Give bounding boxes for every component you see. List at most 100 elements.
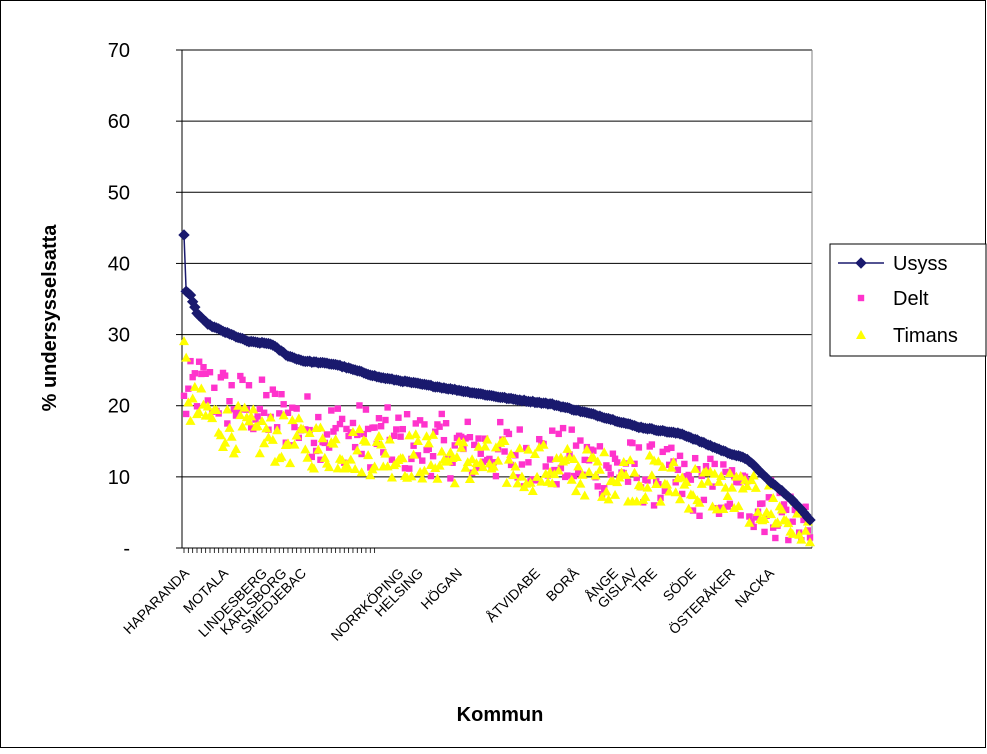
timans-point (720, 482, 731, 492)
delt-point (752, 514, 760, 521)
delt-point (256, 405, 264, 413)
delt-point (393, 426, 400, 433)
timans-point (677, 472, 688, 482)
delt-point (315, 413, 322, 421)
timans-point (787, 528, 798, 538)
delt-point (629, 439, 636, 447)
delt-point (410, 442, 417, 449)
timans-point (614, 472, 625, 482)
delt-point (663, 445, 671, 453)
delt-point (237, 372, 244, 380)
timans-point (594, 464, 605, 474)
delt-point (572, 442, 580, 449)
delt-point (549, 427, 556, 434)
delt-point (432, 428, 439, 435)
timans-point (207, 413, 218, 423)
delt-point (512, 452, 519, 459)
delt-point (464, 418, 471, 426)
timans-point (653, 456, 664, 466)
timans-point (727, 482, 738, 492)
delt-point (321, 439, 328, 447)
delt-point (384, 404, 391, 411)
delt-point (590, 447, 597, 454)
timans-point (356, 467, 367, 477)
legend-item-timans: Timans (856, 325, 958, 347)
delt-point (605, 464, 612, 472)
timans-point (360, 436, 371, 446)
timans-point (248, 404, 259, 414)
timans-point (503, 454, 514, 464)
legend-item-delt: Delt (857, 288, 929, 310)
timans-point (740, 474, 751, 484)
delt-point (276, 410, 283, 417)
delt-point (568, 426, 575, 433)
timans-point (363, 450, 374, 460)
delt-point (559, 424, 567, 432)
delt-point (525, 459, 532, 466)
delt-point (200, 363, 207, 371)
timans-point (315, 422, 326, 432)
timans-point (267, 434, 278, 444)
timans-point (675, 494, 686, 504)
timans-point (636, 481, 647, 491)
timans-point (690, 463, 701, 473)
timans-point (562, 443, 573, 453)
delt-point (765, 494, 773, 501)
delt-point (189, 373, 196, 381)
timans-point (380, 448, 391, 458)
delt-point (232, 412, 240, 419)
timans-point (302, 452, 313, 462)
timans-point (282, 438, 293, 448)
delt-point (746, 513, 753, 520)
timans-point (644, 450, 655, 460)
timans-point (664, 486, 675, 496)
timans-point (523, 444, 534, 454)
y-tick-label: 40 (108, 253, 130, 275)
delt-point (328, 407, 335, 414)
delt-point (759, 500, 766, 507)
legend-marker-delt (857, 294, 865, 302)
timans-point (289, 439, 300, 449)
timans-point (376, 439, 387, 449)
timans-point (189, 381, 200, 391)
usyss-point (178, 229, 190, 241)
timans-point (670, 487, 681, 497)
delt-point (239, 376, 246, 384)
delt-point (676, 452, 684, 460)
delt-point (364, 425, 372, 433)
delt-point (254, 413, 261, 420)
timans-point (272, 425, 283, 435)
delt-point (501, 448, 508, 455)
timans-point (317, 433, 328, 443)
delt-point (553, 481, 560, 488)
delt-point (442, 420, 450, 427)
timans-point (776, 504, 787, 514)
timans-point (300, 444, 311, 454)
delt-point (707, 455, 714, 463)
timans-point (230, 444, 241, 454)
delt-point (728, 467, 736, 474)
timans-point (482, 434, 493, 444)
delt-point (202, 370, 209, 377)
delt-point (375, 415, 383, 422)
timans-point (291, 430, 302, 440)
delt-point (607, 471, 614, 478)
delt-point (687, 476, 695, 483)
delt-point (245, 382, 253, 389)
delt-point (737, 512, 744, 519)
timans-point (185, 415, 196, 425)
timans-point (642, 482, 653, 492)
delt-point (440, 436, 448, 444)
delt-point (206, 368, 214, 376)
timans-point (488, 461, 499, 471)
delt-point (635, 444, 643, 451)
timans-point (222, 404, 233, 414)
timans-point (683, 503, 694, 513)
delt-point (497, 418, 504, 426)
delt-point (564, 472, 571, 479)
timans-point (254, 448, 265, 458)
timans-point (538, 439, 549, 449)
delt-point (195, 358, 203, 365)
timans-point (384, 434, 395, 444)
